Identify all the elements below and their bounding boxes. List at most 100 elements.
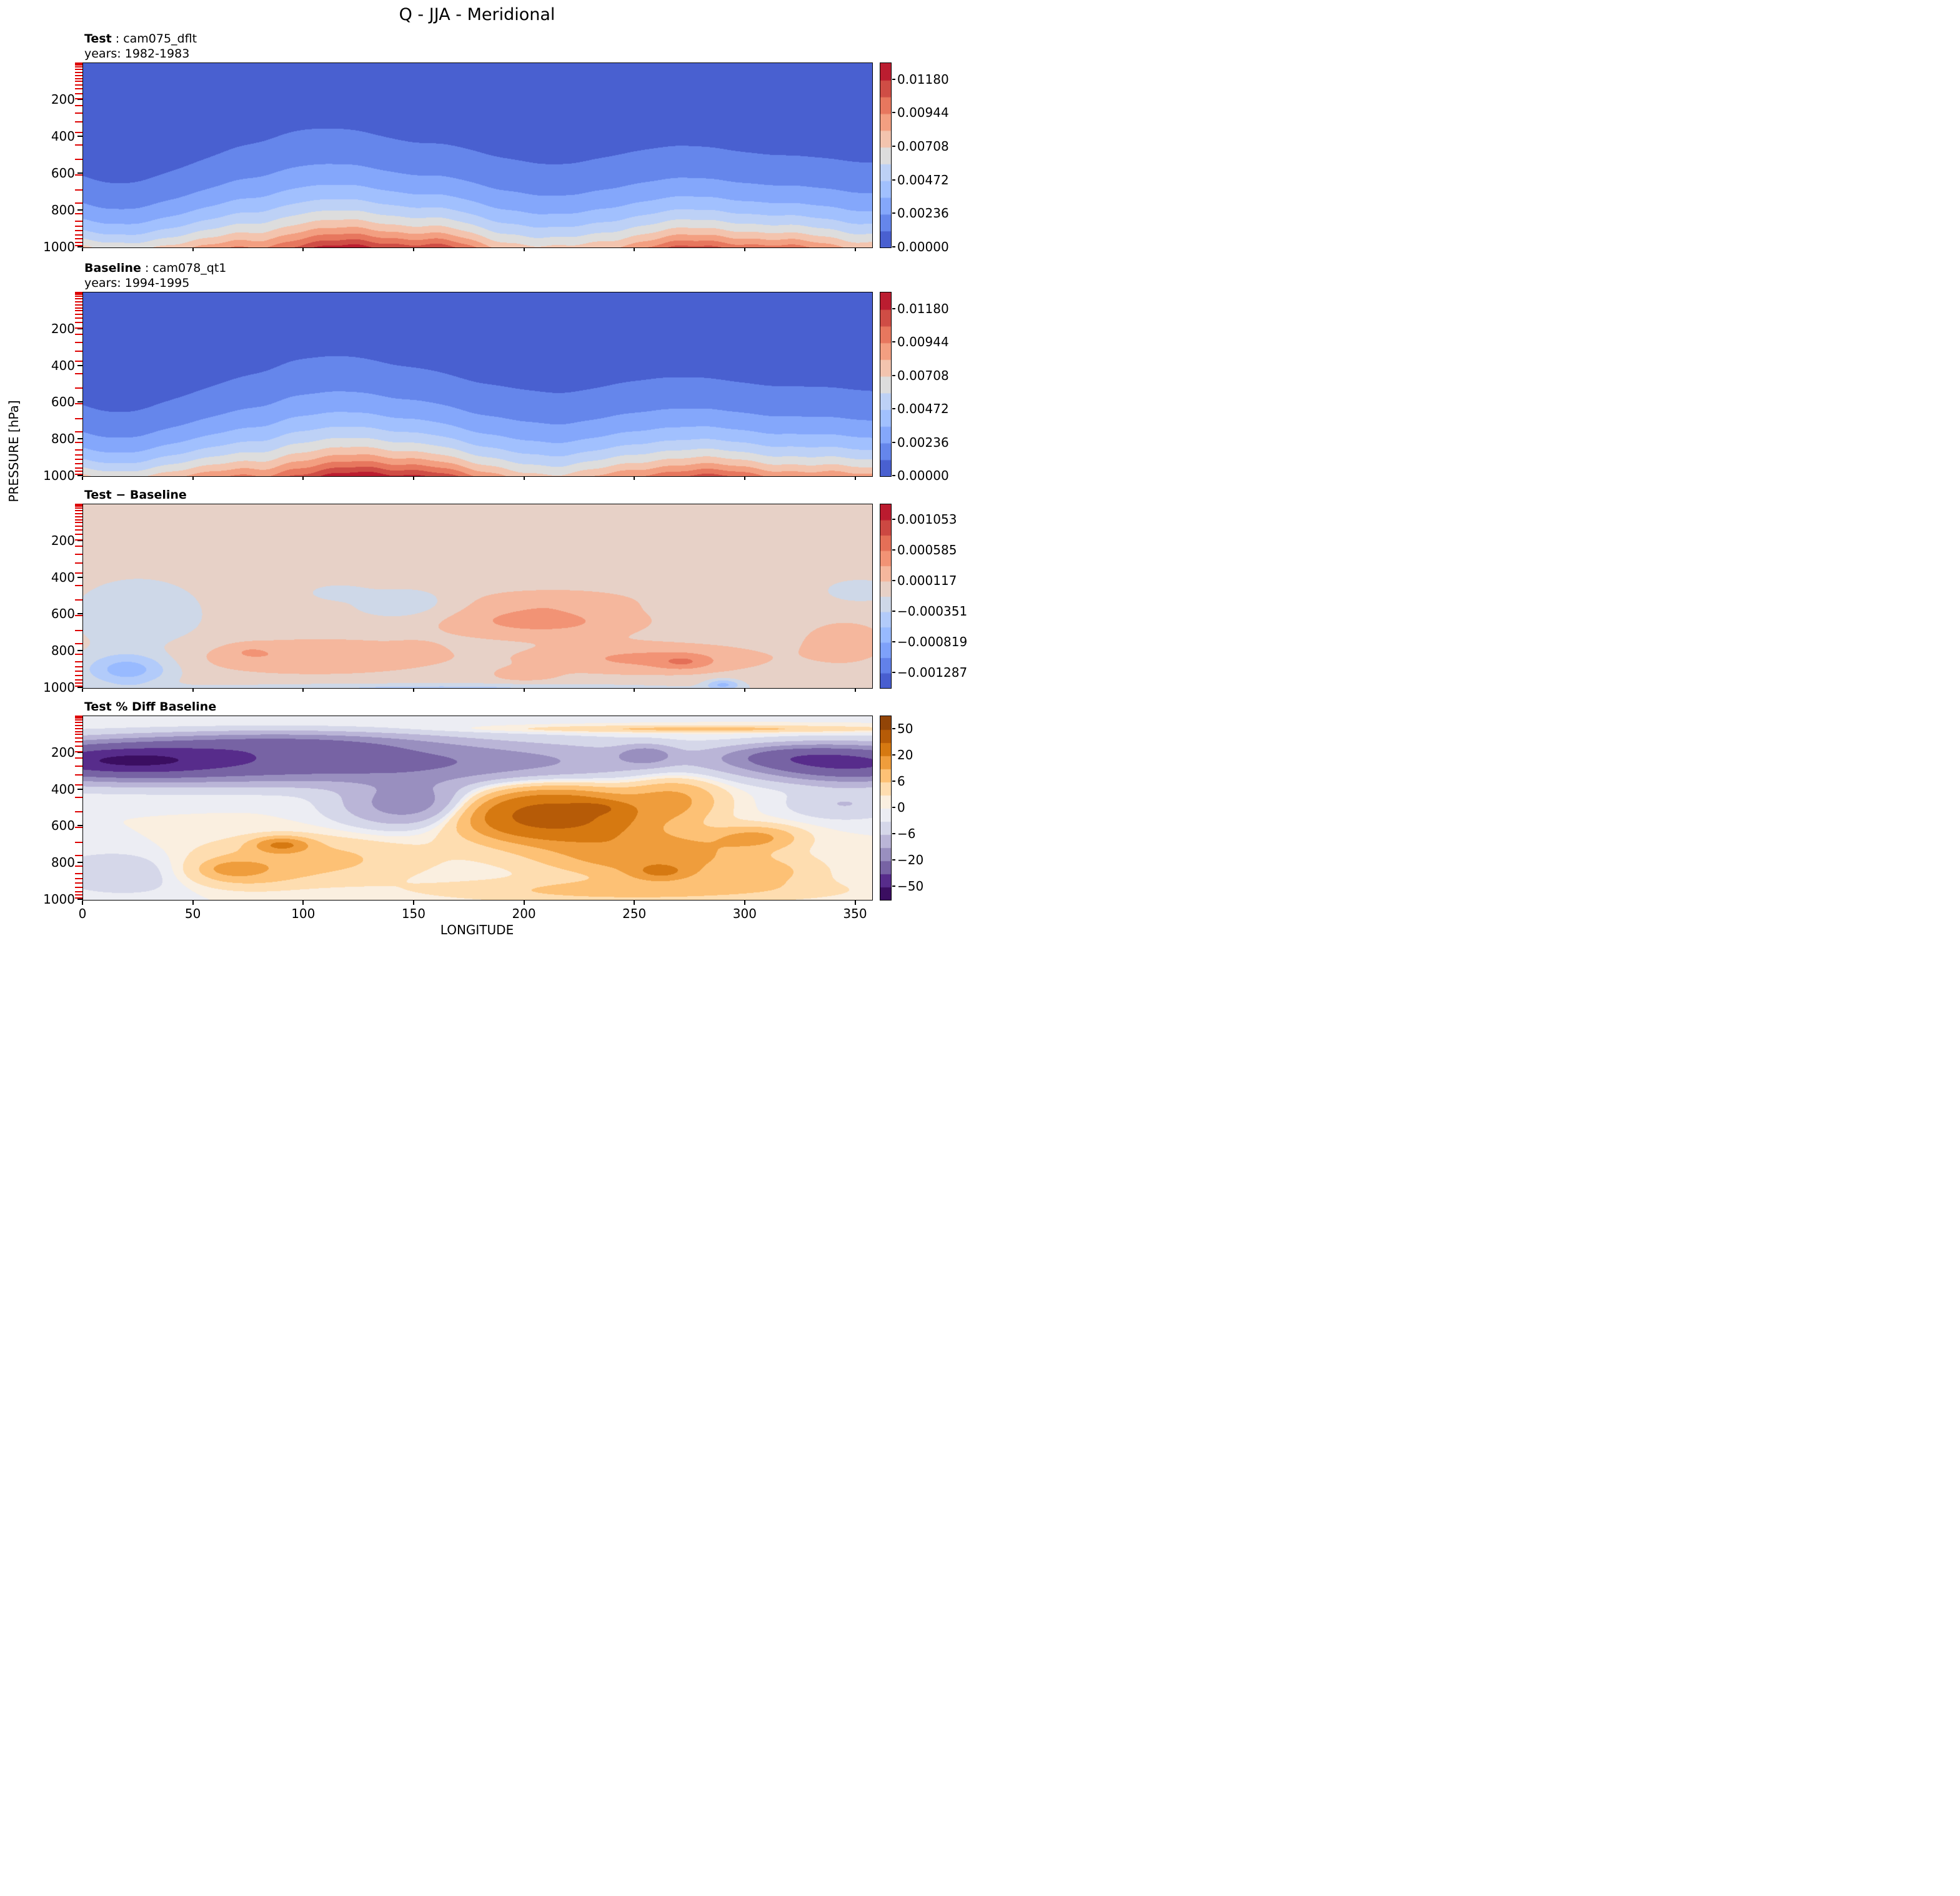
colorbar-tick	[892, 807, 895, 808]
model-level-tick	[75, 897, 82, 899]
y-tick-label: 800	[51, 431, 75, 447]
model-level-tick	[75, 88, 82, 90]
model-level-tick	[75, 534, 82, 536]
model-level-tick	[75, 797, 82, 799]
model-level-tick	[75, 75, 82, 77]
x-tick	[523, 248, 525, 251]
model-level-tick	[75, 842, 82, 844]
colorbar-tick	[892, 754, 895, 756]
panel-test-colorbar	[880, 62, 892, 248]
model-level-tick	[75, 504, 82, 506]
colorbar-tick	[892, 833, 895, 834]
y-tick-label: 200	[51, 321, 75, 336]
model-level-tick	[75, 69, 82, 71]
longitude-axis-label: LONGITUDE	[440, 922, 514, 937]
x-tick	[302, 248, 304, 251]
colorbar-tick	[892, 728, 895, 729]
x-tick	[192, 901, 194, 905]
y-tick-label: 200	[51, 744, 75, 760]
model-level-tick	[75, 301, 82, 303]
x-tick	[412, 477, 414, 480]
y-tick-label: 200	[51, 92, 75, 107]
model-level-tick	[75, 504, 82, 506]
model-level-tick	[75, 387, 82, 389]
x-tick-label: 200	[512, 906, 536, 921]
colorbar-tick-label: 0.001053	[897, 511, 957, 527]
colorbar-tick	[892, 671, 895, 673]
x-tick	[412, 248, 414, 251]
model-level-tick	[75, 298, 82, 300]
y-tick-label: 600	[51, 166, 75, 181]
x-tick	[82, 689, 83, 692]
x-tick	[192, 477, 194, 480]
model-level-tick	[75, 220, 82, 222]
colorbar-tick	[892, 475, 895, 476]
model-level-tick	[75, 112, 82, 114]
y-tick	[77, 687, 82, 688]
panel-diff-colorbar	[880, 504, 892, 689]
model-level-tick	[75, 64, 82, 66]
model-level-tick	[75, 98, 82, 100]
y-tick-label: 1000	[43, 468, 75, 483]
y-tick	[77, 862, 82, 864]
model-level-tick	[75, 522, 82, 524]
panel-diff-heading-bold: Test − Baseline	[84, 488, 187, 502]
model-level-tick	[75, 418, 82, 420]
x-tick	[523, 901, 525, 905]
model-level-tick	[75, 765, 82, 767]
model-level-tick	[75, 144, 82, 146]
y-tick	[77, 899, 82, 900]
x-tick	[412, 901, 414, 905]
model-level-tick	[75, 244, 82, 246]
model-level-tick	[75, 516, 82, 518]
panel-baseline-heading-bold: Baseline	[84, 261, 141, 275]
model-level-tick	[75, 473, 82, 475]
colorbar-tick-label: 0.00000	[897, 468, 949, 483]
model-level-tick	[75, 546, 82, 547]
colorbar-tick-label: −6	[897, 826, 916, 841]
panel-test-plot	[82, 62, 873, 248]
model-level-tick	[75, 882, 82, 884]
model-level-tick	[75, 442, 82, 444]
colorbar-tick	[892, 78, 895, 80]
x-tick-label: 300	[732, 906, 757, 921]
x-tick	[192, 248, 194, 251]
model-level-tick	[75, 719, 82, 721]
panel-test-heading-bold: Test	[84, 32, 112, 46]
model-level-tick	[75, 121, 82, 123]
figure: Q - JJA - Meridional PRESSURE [hPa] LONG…	[0, 0, 980, 948]
y-tick	[77, 576, 82, 578]
y-tick-label: 1000	[43, 680, 75, 695]
model-level-tick	[75, 307, 82, 309]
x-tick	[82, 248, 83, 251]
x-tick	[744, 901, 745, 905]
model-level-tick	[75, 585, 82, 587]
model-level-tick	[75, 202, 82, 204]
model-level-tick	[75, 317, 82, 319]
model-level-tick	[75, 682, 82, 684]
colorbar-tick	[892, 549, 895, 551]
y-tick	[77, 438, 82, 440]
colorbar-tick-label: 0.01180	[897, 301, 949, 316]
panel-test-heading-rest: : cam075_dflt	[111, 32, 197, 46]
model-level-tick	[75, 431, 82, 433]
model-level-tick	[75, 679, 82, 681]
y-tick-label: 1000	[43, 892, 75, 907]
colorbar-tick	[892, 579, 895, 581]
model-level-tick	[75, 666, 82, 667]
model-level-tick	[75, 757, 82, 759]
y-tick	[77, 825, 82, 827]
colorbar-tick-label: 0.00944	[897, 105, 949, 121]
model-level-tick	[75, 304, 82, 306]
colorbar-tick-label: 0.00236	[897, 206, 949, 221]
model-level-tick	[75, 731, 82, 732]
model-level-tick	[75, 728, 82, 730]
model-level-tick	[75, 751, 82, 753]
x-tick	[523, 477, 525, 480]
model-level-tick	[75, 463, 82, 465]
model-level-tick	[75, 234, 82, 236]
panel-baseline-plot	[82, 292, 873, 477]
x-tick	[412, 689, 414, 692]
colorbar-tick	[892, 610, 895, 612]
colorbar-tick	[892, 441, 895, 443]
